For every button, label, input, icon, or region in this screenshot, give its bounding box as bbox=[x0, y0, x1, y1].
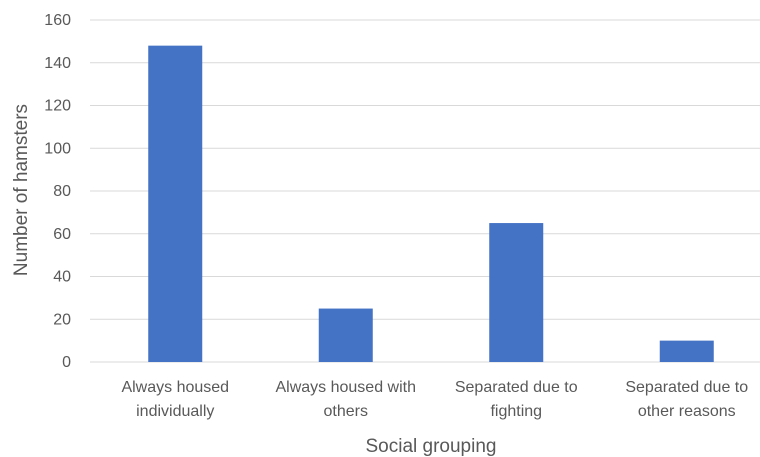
x-category-label-line: individually bbox=[136, 403, 214, 420]
y-tick-label: 80 bbox=[53, 183, 71, 200]
x-category-label-line: Always housed with bbox=[275, 379, 416, 396]
x-category-label-line: Separated due to bbox=[455, 379, 578, 396]
x-category-label: Separated due to fighting bbox=[455, 379, 578, 420]
bars bbox=[148, 45, 714, 363]
y-tick-label: 160 bbox=[44, 12, 71, 29]
y-tick-label: 20 bbox=[53, 311, 71, 328]
bar bbox=[318, 308, 373, 362]
x-category-labels: Always housed individually Always housed w… bbox=[121, 379, 748, 420]
x-category-label: Separated due to other reasons bbox=[625, 379, 748, 420]
y-tick-label: 0 bbox=[62, 354, 71, 371]
bar bbox=[148, 45, 203, 363]
y-tick-labels: 0 20 40 60 80 100 120 140 160 bbox=[44, 12, 71, 371]
y-tick-label: 140 bbox=[44, 55, 71, 72]
y-tick-label: 100 bbox=[44, 140, 71, 157]
y-tick-label: 40 bbox=[53, 269, 71, 286]
x-axis-title: Social grouping bbox=[366, 436, 497, 457]
x-category-label-line: Separated due to bbox=[625, 379, 748, 396]
bar bbox=[659, 340, 714, 362]
y-tick-label: 120 bbox=[44, 98, 71, 115]
x-category-label: Always housed individually bbox=[121, 379, 229, 420]
x-category-label: Always housed with others bbox=[275, 379, 416, 420]
y-tick-label: 60 bbox=[53, 226, 71, 243]
x-category-label-line: others bbox=[324, 403, 368, 420]
bar bbox=[489, 223, 544, 362]
y-axis-title: Number of hamsters bbox=[11, 104, 32, 276]
x-category-label-line: other reasons bbox=[638, 403, 736, 420]
x-category-label-line: fighting bbox=[490, 403, 542, 420]
x-category-label-line: Always housed bbox=[121, 379, 229, 396]
